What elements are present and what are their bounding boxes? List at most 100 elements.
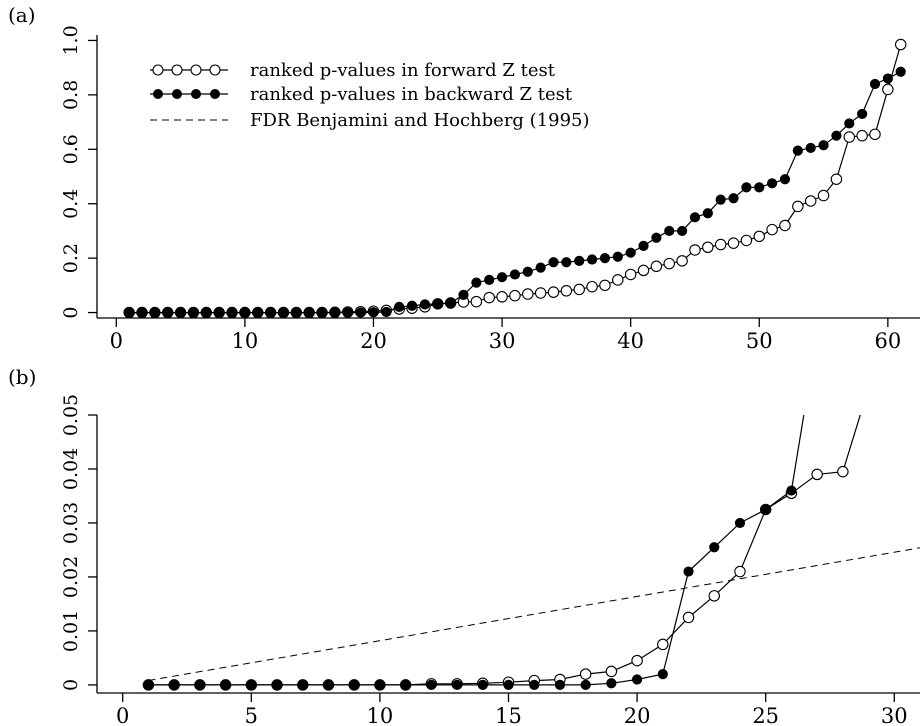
x-tick-label: 10 [232, 329, 259, 353]
x-tick-label: 25 [752, 704, 779, 726]
forward-point [837, 465, 849, 478]
backward-point [702, 208, 713, 219]
backward-point [779, 174, 791, 185]
forward-point [708, 590, 720, 602]
y-tick-label: 0.6 [60, 134, 82, 164]
forward-point [631, 654, 643, 667]
backward-point [818, 140, 829, 151]
forward-point [573, 283, 585, 296]
backward-point [374, 679, 386, 691]
backward-point [400, 679, 411, 691]
backward-point [651, 232, 662, 243]
backward-point [792, 145, 803, 156]
backward-point [503, 679, 514, 691]
backward-point [689, 212, 701, 223]
forward-point [483, 291, 495, 304]
backward-point [136, 307, 148, 318]
plot-area [142, 415, 920, 691]
forward-point [522, 288, 534, 300]
backward-point [760, 504, 771, 515]
legend-label: FDR Benjamini and Hochberg (1995) [250, 110, 590, 131]
backward-point [124, 307, 135, 318]
backward-point [477, 679, 488, 691]
forward-point [605, 665, 618, 678]
backward-point [805, 142, 816, 154]
backward-point [188, 307, 199, 318]
forward-point [869, 128, 881, 141]
backward-point [728, 193, 739, 204]
forward-point [779, 219, 791, 232]
forward-point [547, 286, 560, 298]
fdr-line [148, 547, 920, 681]
x-tick-label: 60 [874, 329, 901, 353]
legend-marker-open [190, 64, 202, 76]
legend: ranked p-values in forward Z test ranked … [150, 60, 590, 131]
forward-point [843, 131, 856, 143]
legend-label: ranked p-values in forward Z test [250, 60, 556, 81]
x-tick-label: 50 [746, 329, 773, 353]
forward-point [727, 237, 740, 249]
backward-point [271, 679, 283, 691]
legend-marker-filled [210, 89, 220, 99]
backward-point [426, 679, 437, 691]
forward-point [534, 287, 547, 299]
backward-point [451, 679, 463, 691]
backward-point [291, 307, 302, 318]
backward-point [149, 307, 160, 318]
backward-point [586, 254, 598, 265]
backward-point [580, 679, 591, 691]
backward-point [304, 307, 315, 318]
panel-label: (a) [8, 3, 36, 27]
backward-point [214, 307, 225, 318]
forward-point [734, 565, 746, 578]
forward-point [579, 668, 592, 680]
forward-point [830, 173, 843, 185]
y-tick-label: 0.8 [60, 80, 82, 110]
backward-point [535, 262, 546, 273]
backward-point [297, 679, 308, 691]
y-tick-label: 0.02 [60, 556, 82, 598]
backward-point [342, 307, 353, 318]
backward-point [316, 307, 328, 318]
forward-point [496, 291, 508, 303]
legend-marker-filled [191, 89, 201, 99]
backward-point [143, 679, 154, 691]
legend-label: ranked p-values in backward Z test [250, 84, 573, 105]
backward-point [677, 225, 688, 237]
backward-point [323, 679, 334, 691]
forward-point [856, 129, 868, 142]
backward-point [509, 269, 521, 280]
backward-point [612, 251, 623, 262]
forward-point [689, 244, 701, 256]
y-tick-label: 0.4 [60, 189, 82, 219]
backward-point [252, 307, 263, 318]
forward-point [817, 189, 830, 202]
x-tick-label: 0 [116, 704, 129, 726]
forward-point [714, 238, 727, 251]
forward-series-line [148, 415, 861, 686]
backward-point [394, 301, 405, 312]
x-tick-label: 15 [495, 704, 522, 726]
backward-point [599, 253, 611, 264]
legend-marker-open [171, 64, 183, 76]
backward-point [471, 277, 482, 288]
backward-point [406, 300, 418, 311]
backward-point [368, 307, 379, 318]
backward-point [381, 306, 392, 318]
forward-point [586, 280, 598, 293]
backward-point [522, 266, 533, 277]
x-tick-label: 20 [360, 329, 387, 353]
backward-point [574, 255, 585, 266]
backward-point [657, 669, 668, 680]
backward-point [529, 679, 540, 691]
backward-point [767, 178, 778, 189]
forward-point [509, 289, 521, 302]
backward-point [664, 225, 675, 237]
backward-point [169, 679, 180, 691]
backward-point [625, 247, 636, 258]
forward-point [740, 234, 753, 247]
x-tick-label: 30 [489, 329, 516, 353]
forward-point [894, 38, 907, 51]
backward-point [220, 679, 231, 691]
